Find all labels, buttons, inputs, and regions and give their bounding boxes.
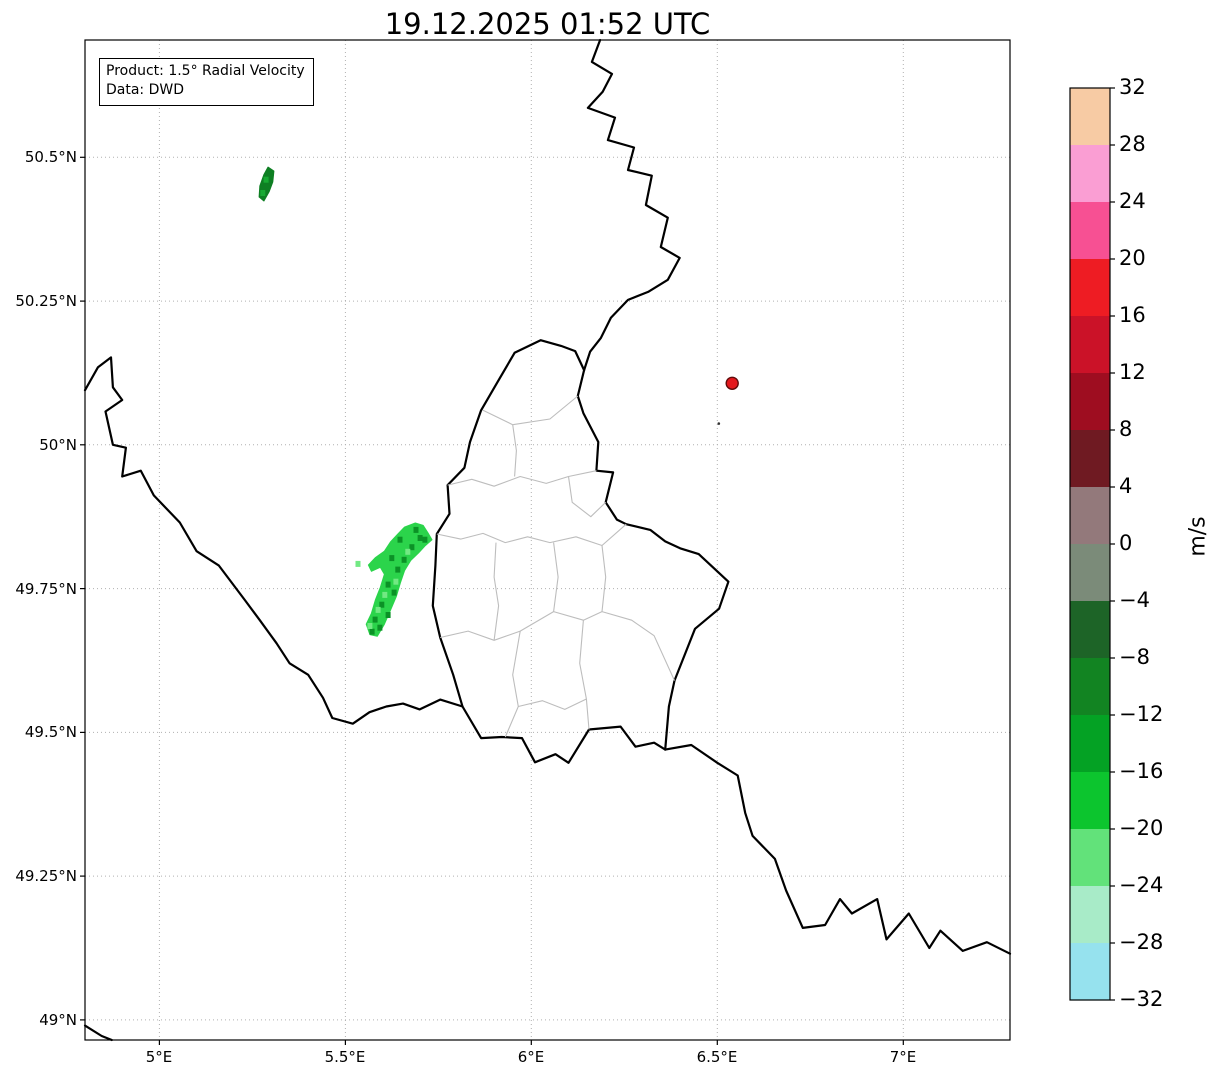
radar-echo-cluster-south-cell	[377, 624, 383, 631]
plot-title: 19.12.2025 01:52 UTC	[384, 7, 711, 41]
radar-echo-north-cell	[260, 190, 266, 196]
y-tick-label: 49.5°N	[24, 723, 77, 741]
radar-echo-cluster-south-cell	[372, 616, 378, 623]
product-annotation-box: Product: 1.5° Radial Velocity Data: DWD	[99, 58, 314, 106]
colorbar-tick-label: 16	[1119, 303, 1146, 327]
radar-echo-cluster-south-cell	[391, 589, 397, 596]
red-site-marker	[725, 376, 739, 390]
canton-line-12	[567, 476, 607, 518]
radar-echo-cluster-south-cell	[379, 601, 385, 608]
canton-line-6	[601, 545, 607, 612]
colorbar-tick-label: −28	[1119, 930, 1164, 954]
radar-echo-cluster-south-cell	[367, 623, 373, 629]
x-tick-label: 5°E	[145, 1048, 173, 1066]
colorbar-band	[1070, 88, 1110, 146]
radar-echo-cluster-south-cell	[417, 535, 423, 541]
radar-echo-cluster-south-cell	[369, 628, 375, 635]
canton-line-7	[440, 611, 676, 681]
colorbar-band	[1070, 943, 1110, 1001]
radar-echo-cluster-south-cell	[385, 581, 391, 588]
radar-echo-cluster-south-cell	[413, 526, 419, 533]
canton-line-11	[512, 424, 517, 477]
y-tick-label: 50°N	[39, 436, 77, 454]
radar-echo-north-cell	[263, 176, 269, 183]
x-tick-label: 6°E	[517, 1048, 545, 1066]
colorbar-tick-label: 4	[1119, 474, 1133, 498]
canton-line-4	[493, 542, 500, 641]
colorbar-tick-label: 12	[1119, 360, 1146, 384]
colorbar-band	[1070, 430, 1110, 488]
colorbar-band	[1070, 259, 1110, 317]
colorbar-band	[1070, 316, 1110, 374]
radar-echo-cluster-south	[365, 522, 433, 637]
annotation-product-line: Product: 1.5° Radial Velocity	[106, 63, 305, 79]
colorbar-band	[1070, 373, 1110, 431]
colorbar-band	[1070, 544, 1110, 602]
radar-echo-cluster-south-cell	[405, 548, 411, 555]
y-tick-label: 49°N	[39, 1011, 77, 1029]
radar-echo-cluster-south-cell	[355, 560, 361, 567]
canton-line-8	[504, 631, 521, 738]
border-france-belgium	[83, 356, 464, 725]
canton-line-3	[436, 523, 627, 547]
colorbar-tick-label: −16	[1119, 759, 1164, 783]
colorbar-tick-label: 28	[1119, 132, 1146, 156]
colorbar-tick-label: 24	[1119, 189, 1146, 213]
colorbar-tick-label: −24	[1119, 873, 1164, 897]
colorbar-tick-label: −8	[1119, 645, 1150, 669]
radar-echo-cluster-south-cell	[397, 536, 403, 543]
radar-echo-cluster-south-cell	[395, 566, 401, 573]
canton-line-10	[518, 698, 587, 710]
colorbar-unit-label: m/s	[1185, 516, 1211, 557]
colorbar-tick-label: 20	[1119, 246, 1146, 270]
y-tick-label: 50.25°N	[15, 292, 77, 310]
radar-echo-cluster-south-cell	[401, 556, 407, 563]
y-tick-label: 49.75°N	[15, 580, 77, 598]
colorbar-tick-label: 0	[1119, 531, 1133, 555]
small-dot-marker	[717, 422, 721, 425]
plot-frame	[84, 39, 1011, 1041]
border-france-germany	[664, 743, 1012, 955]
radar-echo-cluster-south-cell	[382, 591, 388, 598]
colorbar-band	[1070, 829, 1110, 887]
x-tick-label: 5.5°E	[324, 1048, 366, 1066]
x-tick-label: 6.5°E	[696, 1048, 738, 1066]
radar-echo-cluster-south-cell	[385, 612, 391, 618]
colorbar-band	[1070, 715, 1110, 773]
colorbar-band	[1070, 658, 1110, 716]
border-luxembourg	[431, 339, 730, 764]
colorbar-band	[1070, 487, 1110, 545]
canton-line-9	[579, 620, 590, 730]
colorbar-tick-label: −32	[1119, 987, 1164, 1011]
colorbar-band	[1070, 202, 1110, 260]
colorbar-tick-label: 32	[1119, 75, 1146, 99]
colorbar-tick-label: −4	[1119, 588, 1150, 612]
colorbar-band	[1070, 886, 1110, 944]
radar-echo-cluster-south-cell	[375, 606, 381, 613]
colorbar-tick-label: 8	[1119, 417, 1133, 441]
border-corner-fragment	[83, 1024, 113, 1042]
radar-echo-cluster-south-cell	[409, 544, 415, 551]
canton-line-1	[482, 395, 579, 426]
border-belgium-germany	[582, 38, 681, 372]
colorbar-tick-label: −12	[1119, 702, 1164, 726]
annotation-data-line: Data: DWD	[106, 81, 184, 98]
colorbar-band	[1070, 772, 1110, 830]
radar-echo-cluster-south-cell	[389, 555, 395, 562]
radar-echo-cluster-south-cell	[393, 578, 399, 585]
colorbar-band	[1070, 601, 1110, 659]
y-tick-label: 49.25°N	[15, 867, 77, 885]
colorbar-band	[1070, 145, 1110, 203]
canton-line-5	[553, 542, 559, 612]
colorbar-tick-label: −20	[1119, 816, 1164, 840]
radar-echo-cluster-south-cell	[422, 536, 428, 543]
x-tick-label: 7°E	[889, 1048, 917, 1066]
y-tick-label: 50.5°N	[24, 148, 77, 166]
